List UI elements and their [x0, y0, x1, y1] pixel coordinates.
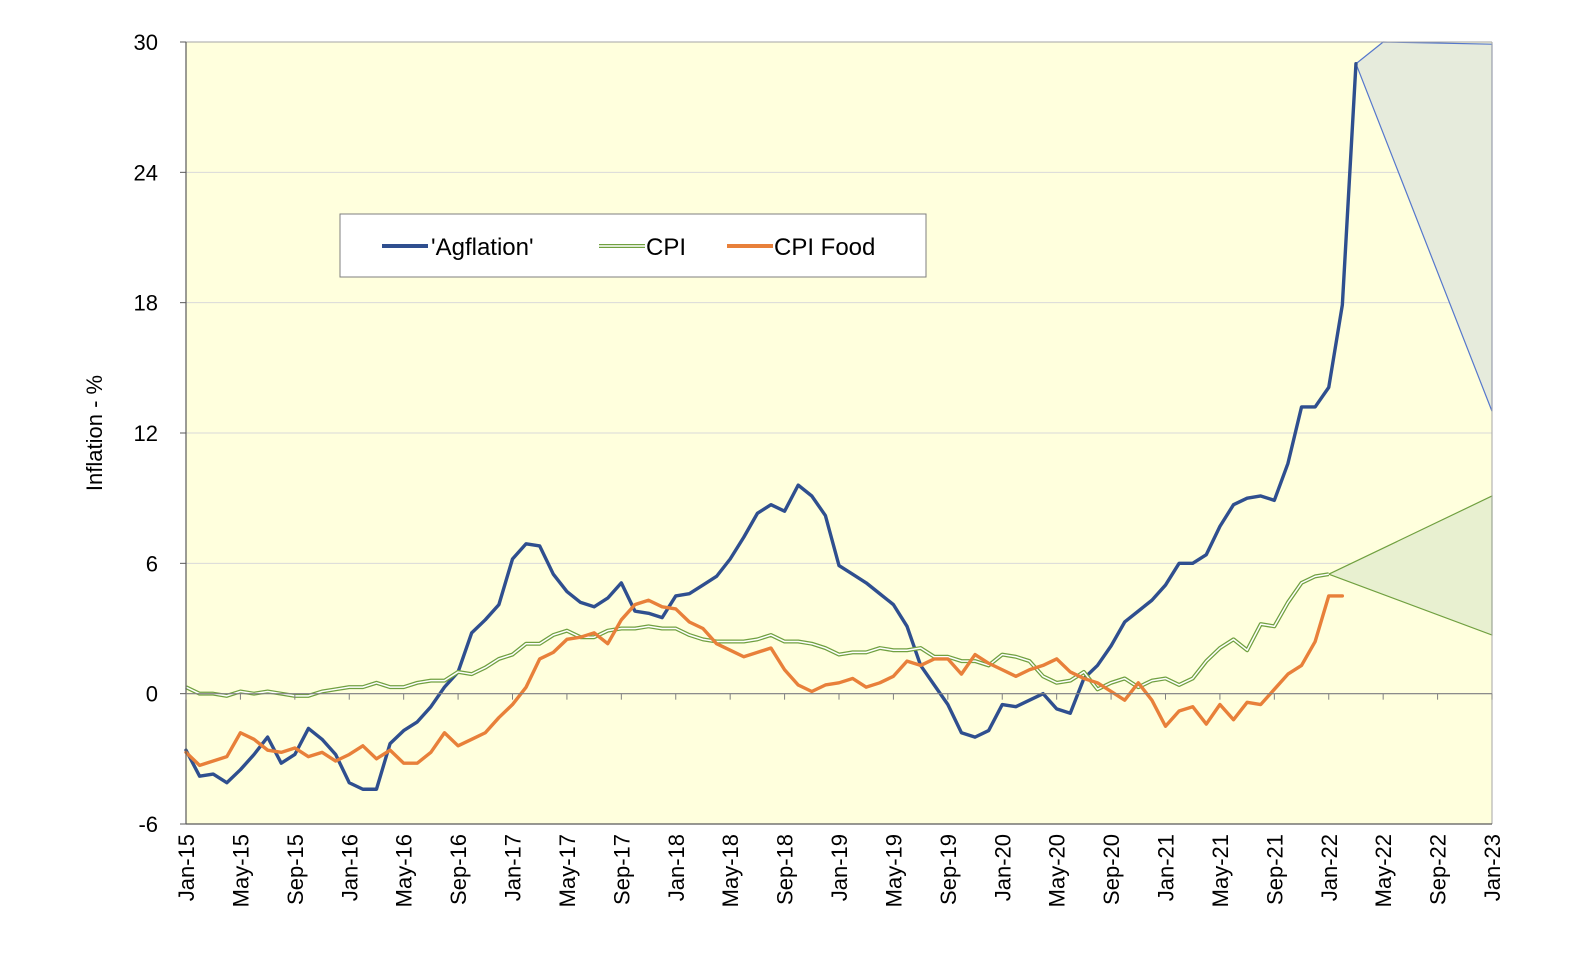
legend-item-agflation: 'Agflation' [382, 234, 534, 261]
y-tick-label: 0 [146, 682, 158, 707]
legend: 'Agflation' CPI CPI Food [339, 213, 927, 278]
y-tick-label: -6 [138, 812, 158, 837]
y-tick-label: 24 [134, 160, 158, 185]
y-tick-labels: -6 0 6 12 18 24 30 [134, 30, 158, 837]
y-tick-label: 6 [146, 551, 158, 576]
x-tick-label: Sep-21 [1262, 834, 1287, 905]
x-tick-label: May-20 [1045, 834, 1070, 907]
x-tick-label: Jan-20 [990, 834, 1015, 901]
x-tick-label: Jan-21 [1154, 834, 1179, 901]
x-tick-label: May-16 [392, 834, 417, 907]
x-tick-label: Jan-17 [501, 834, 526, 901]
x-tick-label: Jan-22 [1317, 834, 1342, 901]
x-tick-label: May-18 [718, 834, 743, 907]
x-tick-label: Sep-22 [1426, 834, 1451, 905]
x-tick-label: Jan-19 [827, 834, 852, 901]
x-tick-label: Jan-16 [337, 834, 362, 901]
x-tick-label: May-19 [881, 834, 906, 907]
x-tick-label: Sep-15 [283, 834, 308, 905]
axes [180, 41, 1493, 825]
x-tick-label: May-21 [1208, 834, 1233, 907]
x-tick-label: Jan-23 [1480, 834, 1505, 901]
projection-fans [1327, 41, 1493, 636]
legend-label-agflation: 'Agflation' [431, 234, 534, 261]
x-tick-label: Jan-15 [174, 834, 199, 901]
series-line-cpi-inner [185, 573, 1329, 697]
x-tick-label: May-15 [228, 834, 253, 907]
x-tick-label: Sep-16 [446, 834, 471, 905]
legend-label-cpi: CPI [646, 234, 686, 261]
x-tick-label: May-17 [555, 834, 580, 907]
x-tick-label: Sep-18 [773, 834, 798, 905]
y-tick-label: 12 [134, 421, 158, 446]
x-tick-labels: Jan-15 May-15 Sep-15 Jan-16 May-16 Sep-16 Jan-… [174, 834, 1505, 907]
series-lines [184, 62, 1358, 791]
y-tick-label: 30 [134, 30, 158, 55]
legend-item-cpi: CPI [599, 234, 686, 261]
series-line-cpi-food [184, 594, 1345, 768]
x-tick-label: May-22 [1371, 834, 1396, 907]
x-tick-label: Jan-18 [664, 834, 689, 901]
legend-label-cpi-food: CPI Food [774, 234, 875, 261]
y-tick-label: 18 [134, 291, 158, 316]
x-tick-label: Sep-20 [1099, 834, 1124, 905]
legend-item-cpi-food: CPI Food [727, 234, 875, 261]
x-tick-label: Sep-17 [609, 834, 634, 905]
series-line-agflation [184, 62, 1358, 791]
x-tick-label: Sep-19 [936, 834, 961, 905]
y-axis-title: Inflation - % [82, 375, 107, 491]
